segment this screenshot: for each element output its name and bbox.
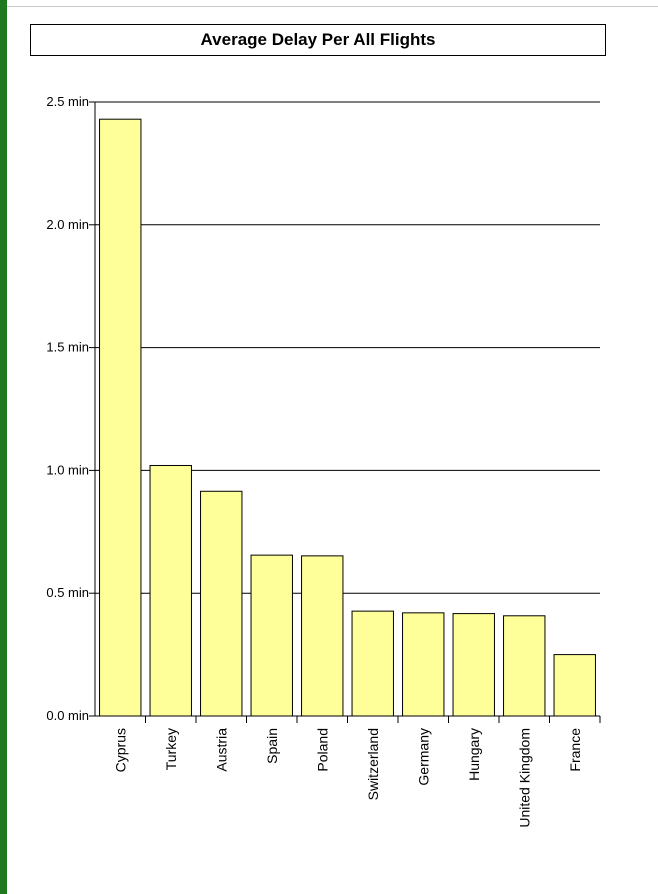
x-category-label: France	[567, 728, 583, 772]
bar	[301, 555, 344, 717]
x-category-label: Austria	[213, 728, 229, 772]
top-divider	[7, 6, 658, 7]
x-category-label: Hungary	[466, 728, 482, 781]
y-tick-label: 2.5 min	[46, 94, 89, 109]
chart-title: Average Delay Per All Flights	[30, 24, 606, 56]
y-tick-label: 0.5 min	[46, 585, 89, 600]
bar	[149, 464, 192, 717]
bar	[200, 490, 243, 717]
bar	[452, 613, 495, 717]
y-tick-label: 0.0 min	[46, 708, 89, 723]
y-tick-label: 2.0 min	[46, 217, 89, 232]
bar	[351, 610, 394, 717]
x-category-label: Cyprus	[112, 728, 128, 772]
x-category-label: Poland	[314, 728, 330, 772]
x-category-label: Switzerland	[365, 728, 381, 800]
x-category-label: Spain	[264, 728, 280, 764]
bar	[99, 118, 142, 717]
left-accent-bar	[0, 0, 7, 894]
x-category-label: United Kingdom	[516, 728, 532, 828]
bar	[503, 615, 546, 717]
y-tick-label: 1.0 min	[46, 462, 89, 477]
bar	[553, 654, 596, 717]
y-tick-label: 1.5 min	[46, 340, 89, 355]
bar	[250, 554, 293, 717]
x-category-label: Turkey	[163, 728, 179, 770]
bar	[402, 612, 445, 717]
x-category-label: Germany	[415, 728, 431, 786]
